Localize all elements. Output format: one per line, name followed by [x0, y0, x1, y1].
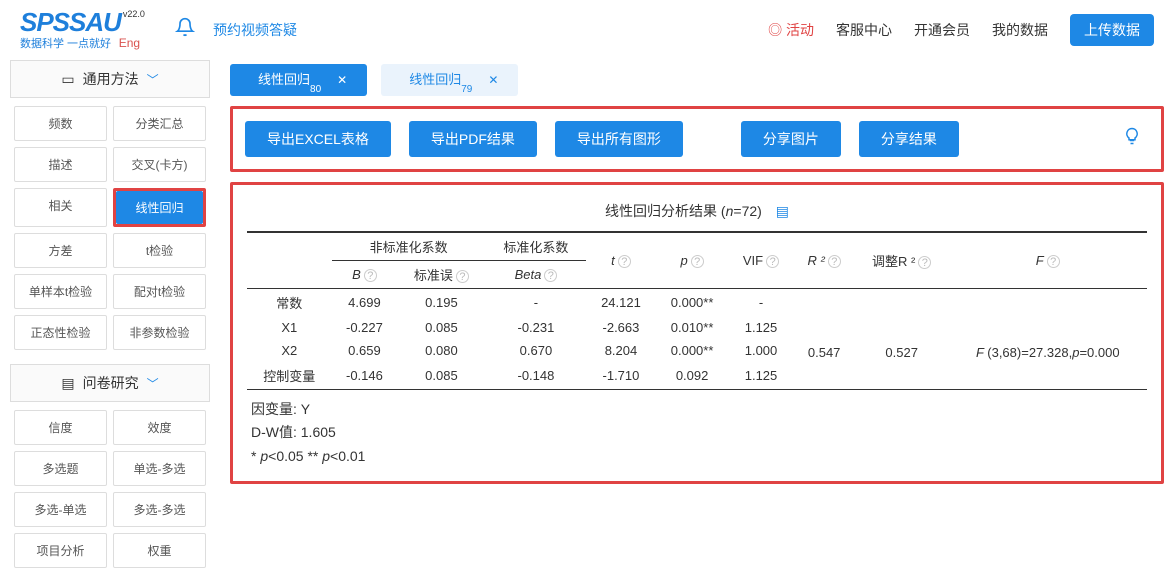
upload-button[interactable]: 上传数据 [1070, 14, 1154, 46]
help-icon[interactable]: ? [1047, 255, 1060, 268]
logo-version: v22.0 [123, 9, 145, 19]
sidebar-item[interactable]: 多选题 [14, 451, 107, 486]
result-tab[interactable]: 线性回归80✕ [230, 64, 367, 96]
share-image-button[interactable]: 分享图片 [741, 121, 841, 157]
th-B: B [352, 267, 361, 282]
export-charts-button[interactable]: 导出所有图形 [555, 121, 683, 157]
results-notes: 因变量: Y D-W值: 1.605 * p<0.05 ** p<0.01 [247, 390, 1147, 469]
logo-text: SPSSAU [20, 9, 121, 35]
sidebar-item[interactable]: 方差 [14, 233, 107, 268]
th-t: t [611, 253, 615, 268]
help-icon[interactable]: ? [364, 269, 377, 282]
chevron-down-icon: ﹀ [147, 71, 159, 88]
sidebar-item[interactable]: 多选-多选 [113, 492, 206, 527]
help-icon[interactable]: ? [828, 255, 841, 268]
th-r2: R ² [807, 253, 824, 268]
help-icon[interactable]: ? [618, 255, 631, 268]
export-pdf-button[interactable]: 导出PDF结果 [409, 121, 537, 157]
top-header: SPSSAU v22.0 数据科学 一点就好 Eng 预约视频答疑 ◎ 活动 客… [0, 0, 1174, 60]
note-dv: 因变量: Y [251, 398, 1143, 422]
content-area: 线性回归80✕ 线性回归79✕ 导出EXCEL表格 导出PDF结果 导出所有图形 … [230, 60, 1164, 576]
results-title: 线性回归分析结果 (n=72) ▤ [247, 195, 1147, 231]
th-se: 标准误 [414, 268, 453, 283]
sidebar-item[interactable]: 单选-多选 [113, 451, 206, 486]
copy-icon[interactable]: ▤ [776, 203, 789, 219]
close-icon[interactable]: ✕ [337, 73, 347, 87]
sidebar-item[interactable]: 交叉(卡方) [113, 147, 206, 182]
tip-bulb-icon[interactable] [1123, 127, 1141, 150]
regression-table: 非标准化系数 标准化系数 t? p? VIF? R ²? 调整R ²? F? B… [247, 231, 1147, 390]
sidebar-section-survey[interactable]: ▤ 问卷研究 ﹀ [10, 364, 210, 402]
sidebar-item[interactable]: t检验 [113, 233, 206, 268]
help-icon[interactable]: ? [691, 255, 704, 268]
sidebar-item[interactable]: 描述 [14, 147, 107, 182]
sidebar-item[interactable]: 权重 [113, 533, 206, 568]
chevron-down-icon: ﹀ [147, 375, 159, 392]
sidebar-item[interactable]: 非参数检验 [113, 315, 206, 350]
th-f: F [1036, 253, 1044, 268]
nav-membership[interactable]: 开通会员 [914, 20, 970, 40]
help-icon[interactable]: ? [918, 256, 931, 269]
sidebar-item[interactable]: 相关 [14, 188, 107, 227]
sidebar-section-general[interactable]: ▭ 通用方法 ﹀ [10, 60, 210, 98]
th-p: p [680, 253, 687, 268]
nav-service[interactable]: 客服中心 [836, 20, 892, 40]
bell-icon[interactable] [175, 17, 195, 43]
result-tabs: 线性回归80✕ 线性回归79✕ [230, 60, 1164, 106]
th-unstd: 非标准化系数 [332, 232, 486, 261]
sidebar-item[interactable]: 项目分析 [14, 533, 107, 568]
th-beta: Beta [515, 267, 542, 282]
reserve-link[interactable]: 预约视频答疑 [213, 20, 297, 40]
export-toolbar: 导出EXCEL表格 导出PDF结果 导出所有图形 分享图片 分享结果 [230, 106, 1164, 172]
table-row: X1-0.2270.085-0.231-2.6630.010**1.1250.5… [247, 316, 1147, 339]
sidebar-item[interactable]: 频数 [14, 106, 107, 141]
th-adjr2: 调整R ² [872, 254, 915, 269]
th-std: 标准化系数 [486, 232, 587, 261]
doc-icon: ▤ [61, 375, 74, 392]
sidebar-item[interactable]: 信度 [14, 410, 107, 445]
sidebar-section2-title: 问卷研究 [83, 373, 139, 393]
help-icon[interactable]: ? [544, 269, 557, 282]
help-icon[interactable]: ? [456, 270, 469, 283]
logo-lang[interactable]: Eng [119, 36, 140, 50]
sidebar-item[interactable]: 分类汇总 [113, 106, 206, 141]
sidebar-item[interactable]: 多选-单选 [14, 492, 107, 527]
share-result-button[interactable]: 分享结果 [859, 121, 959, 157]
sidebar-item[interactable]: 配对t检验 [113, 274, 206, 309]
results-panel: 线性回归分析结果 (n=72) ▤ 非标准化系数 标准化系数 t? p? VIF… [230, 182, 1164, 484]
sidebar-item[interactable]: 单样本t检验 [14, 274, 107, 309]
close-icon[interactable]: ✕ [488, 73, 498, 87]
folder-icon: ▭ [61, 71, 74, 88]
sidebar-section1-title: 通用方法 [83, 69, 139, 89]
nav-activity[interactable]: ◎ 活动 [768, 20, 814, 40]
nav-mydata[interactable]: 我的数据 [992, 20, 1048, 40]
th-vif: VIF [743, 253, 763, 268]
logo-block: SPSSAU v22.0 数据科学 一点就好 Eng [20, 9, 145, 51]
export-excel-button[interactable]: 导出EXCEL表格 [245, 121, 391, 157]
sidebar: ▭ 通用方法 ﹀ 频数分类汇总描述交叉(卡方)相关线性回归方差t检验单样本t检验… [10, 60, 210, 576]
result-tab[interactable]: 线性回归79✕ [381, 64, 518, 96]
sidebar-item[interactable]: 正态性检验 [14, 315, 107, 350]
note-sig: * p<0.05 ** p<0.01 [251, 445, 1143, 469]
logo-subtitle: 数据科学 一点就好 [20, 38, 111, 50]
sidebar-item[interactable]: 线性回归 [116, 191, 203, 224]
note-dw: D-W值: 1.605 [251, 421, 1143, 445]
help-icon[interactable]: ? [766, 255, 779, 268]
sidebar-item[interactable]: 效度 [113, 410, 206, 445]
table-row: 常数4.6990.195-24.1210.000**- [247, 288, 1147, 316]
